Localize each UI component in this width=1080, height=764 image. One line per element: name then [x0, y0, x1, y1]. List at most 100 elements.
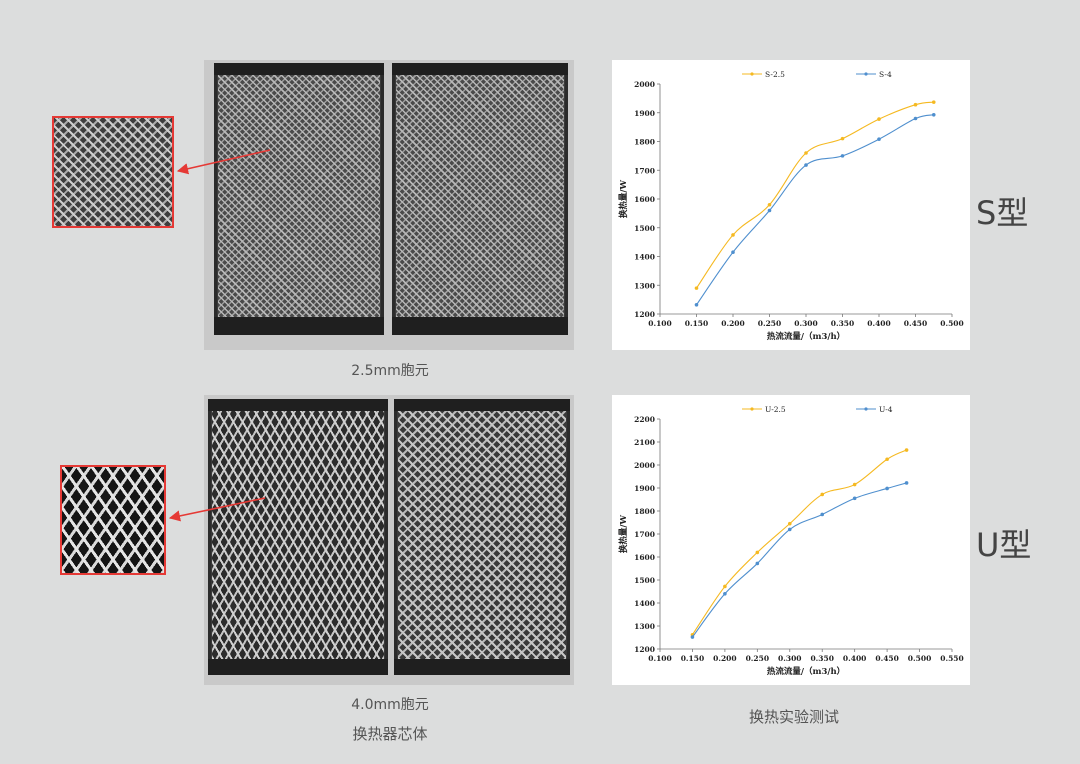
caption-2-5mm: 2.5mm胞元: [351, 363, 429, 379]
y-tick-label: 1500: [634, 576, 655, 585]
data-point: [694, 303, 699, 307]
data-point: [767, 202, 772, 207]
series-line: [696, 101, 934, 289]
data-point: [804, 163, 808, 167]
x-tick-label: 0.450: [904, 319, 928, 328]
y-tick-label: 1700: [634, 530, 655, 539]
x-tick-label: 0.400: [843, 654, 867, 663]
data-point: [852, 496, 857, 501]
series-line: [696, 114, 934, 306]
x-tick-label: 0.450: [875, 654, 899, 663]
y-tick-label: 1200: [634, 310, 655, 319]
legend-marker: [864, 407, 868, 411]
data-point: [840, 154, 845, 158]
x-tick-label: 0.100: [648, 319, 672, 328]
y-tick-label: 2200: [634, 415, 655, 424]
data-point: [755, 561, 760, 566]
y-tick-label: 1900: [634, 109, 655, 118]
data-point: [723, 584, 727, 589]
series-line: [691, 449, 907, 636]
zoom-inset-2-5mm: [52, 116, 174, 228]
y-tick-label: 1500: [634, 224, 655, 233]
legend-label: S-4: [879, 70, 892, 79]
chart-s-svg: 1200 1300 1400 1500 1600 1700 1800 1900 2000 0.10…: [618, 70, 964, 342]
core-photo-4-0mm: [204, 395, 574, 685]
legend-marker: [750, 407, 754, 411]
data-point: [931, 112, 936, 117]
x-tick-label: 0.400: [867, 319, 891, 328]
y-axis-label: 换热量/W: [618, 179, 629, 218]
x-tick-label: 0.500: [908, 654, 932, 663]
x-tick-label: 0.150: [681, 654, 705, 663]
y-tick-label: 2100: [634, 438, 655, 447]
legend-marker: [864, 72, 868, 76]
y-tick-label: 1300: [634, 622, 655, 631]
y-tick-label: 1400: [634, 253, 655, 262]
data-point: [731, 250, 735, 254]
chart-u-type: 1200 1300 1400 1500 1600 1700 1800 1900 2000 2100…: [612, 395, 970, 685]
x-tick-label: 0.100: [648, 654, 672, 663]
chart-u-svg: 1200 1300 1400 1500 1600 1700 1800 1900 2000 2100…: [618, 405, 964, 677]
data-point: [931, 100, 936, 104]
data-point: [913, 102, 918, 107]
y-axis-label: 换热量/W: [618, 514, 629, 553]
legend-label: U-2.5: [765, 405, 786, 414]
x-tick-label: 0.550: [940, 654, 964, 663]
x-tick-label: 0.300: [778, 654, 802, 663]
x-tick-label: 0.500: [940, 319, 964, 328]
data-point: [804, 151, 808, 155]
type-label-u: U型: [976, 526, 1032, 564]
y-tick-label: 1200: [634, 645, 655, 654]
legend-label: U-4: [879, 405, 893, 414]
type-label-s: S型: [976, 194, 1029, 232]
y-tick-label: 1400: [634, 599, 655, 608]
legend-marker: [750, 72, 754, 76]
core-plate-right: [394, 399, 570, 675]
data-point: [885, 457, 889, 462]
y-tick-label: 1800: [634, 507, 655, 516]
data-point: [787, 521, 792, 526]
x-axis-label: 热流流量/（m3/h）: [767, 331, 845, 342]
y-tick-label: 1800: [634, 138, 655, 147]
y-tick-label: 1300: [634, 281, 655, 290]
y-tick-label: 1600: [634, 553, 655, 562]
x-tick-label: 0.250: [746, 654, 770, 663]
y-tick-label: 2000: [634, 80, 655, 89]
x-tick-label: 0.200: [721, 319, 745, 328]
data-point: [723, 592, 727, 596]
legend-label: S-2.5: [765, 70, 785, 79]
data-point: [885, 486, 889, 491]
y-tick-label: 2000: [634, 461, 655, 470]
core-plate-left: [214, 63, 384, 335]
x-axis-label: 热流流量/（m3/h）: [767, 666, 845, 677]
core-plate-left: [208, 399, 388, 675]
core-photo-2-5mm: [204, 60, 574, 350]
core-plate-right: [392, 63, 568, 335]
caption-test: 换热实验测试: [748, 708, 839, 726]
data-point: [904, 448, 909, 452]
caption-4-0mm: 4.0mm胞元: [351, 697, 429, 713]
x-tick-label: 0.250: [758, 319, 782, 328]
data-point: [787, 527, 792, 532]
y-tick-label: 1900: [634, 484, 655, 493]
data-point: [840, 136, 845, 141]
data-point: [877, 137, 881, 141]
data-point: [877, 117, 881, 121]
x-tick-label: 0.300: [794, 319, 818, 328]
data-point: [767, 208, 772, 213]
x-tick-label: 0.350: [831, 319, 855, 328]
data-point: [755, 550, 760, 555]
y-tick-label: 1600: [634, 195, 655, 204]
data-point: [904, 481, 909, 485]
chart-s-type: 1200 1300 1400 1500 1600 1700 1800 1900 2000 0.10…: [612, 60, 970, 350]
series-line: [692, 482, 907, 638]
data-point: [852, 482, 857, 487]
data-point: [820, 492, 825, 497]
data-point: [690, 635, 695, 639]
x-tick-label: 0.200: [713, 654, 737, 663]
data-point: [694, 286, 699, 290]
x-tick-label: 0.350: [810, 654, 834, 663]
data-point: [731, 233, 735, 237]
zoom-inset-4-0mm: [60, 465, 166, 575]
y-tick-label: 1700: [634, 166, 655, 175]
